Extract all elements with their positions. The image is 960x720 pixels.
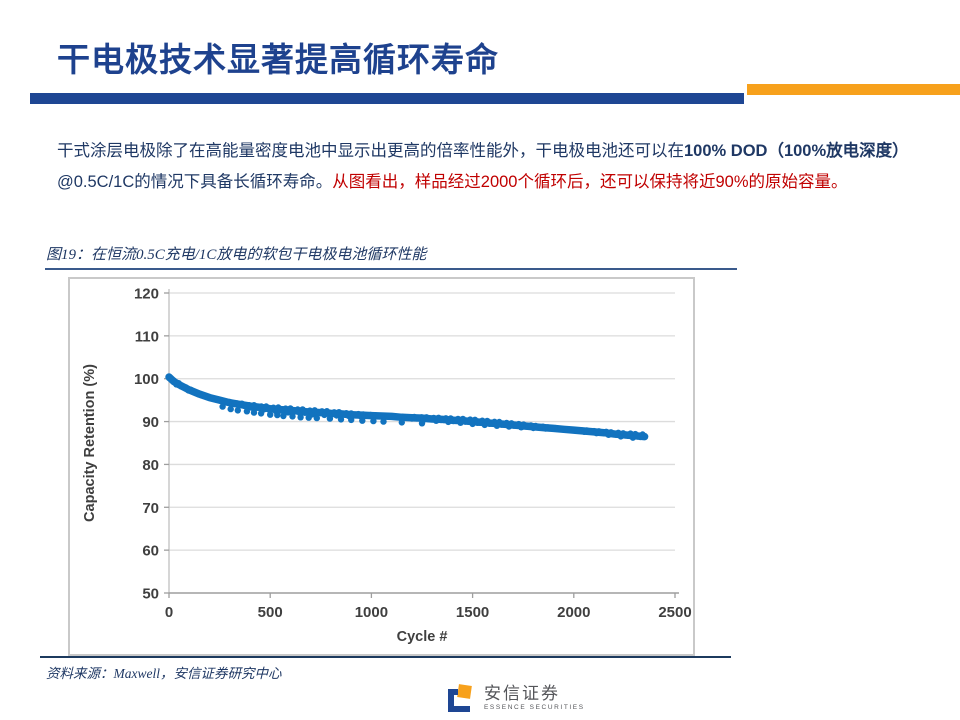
svg-text:2500: 2500 [658, 604, 691, 621]
svg-text:Cycle #: Cycle # [397, 629, 448, 645]
logo-blue-bottom [448, 706, 470, 712]
svg-text:90: 90 [142, 414, 159, 431]
page-title: 干电极技术显著提高循环寿命 [57, 41, 499, 78]
svg-text:500: 500 [258, 604, 283, 621]
svg-text:70: 70 [142, 500, 159, 517]
svg-text:0: 0 [165, 604, 173, 621]
body-text-highlight: 从图看出，样品经过2000个循环后，还可以保持将近90%的原始容量。 [332, 173, 848, 191]
title-underline-bar-blue [30, 93, 744, 104]
body-line-1: 干式涂层电极除了在高能量密度电池中显示出更高的倍率性能外，干电极电池还可以在10… [57, 136, 927, 167]
svg-text:100: 100 [134, 371, 159, 388]
cycle-chart-svg: 50 60 70 80 90 100 110 120 0 500 1000 1500 2000 2500 C… [82, 286, 692, 646]
body-paragraph: 干式涂层电极除了在高能量密度电池中显示出更高的倍率性能外，干电极电池还可以在10… [57, 136, 927, 198]
company-logo: 安信证券 ESSENCE SECURITIES [448, 684, 585, 712]
svg-text:Capacity Retention (%): Capacity Retention (%) [82, 364, 98, 522]
logo-orange-square [457, 684, 472, 699]
svg-text:2000: 2000 [557, 604, 590, 621]
svg-text:1500: 1500 [456, 604, 489, 621]
svg-text:110: 110 [135, 328, 159, 345]
essence-securities-logo-icon [448, 684, 475, 712]
logo-blue-left [448, 689, 454, 712]
footer-divider-line [40, 656, 731, 658]
body-line-2: @0.5C/1C的情况下具备长循环寿命。从图看出，样品经过2000个循环后，还可… [57, 167, 927, 198]
title-underline-bar-orange [747, 84, 960, 95]
figure-caption: 图19：在恒流0.5C充电/1C放电的软包干电极电池循环性能 [46, 247, 427, 263]
logo-name-cn: 安信证券 [484, 684, 560, 704]
caption-divider-line [45, 268, 737, 270]
svg-text:60: 60 [142, 543, 159, 560]
svg-text:120: 120 [134, 286, 159, 303]
svg-text:1000: 1000 [355, 604, 388, 621]
logo-name-en: ESSENCE SECURITIES [484, 704, 585, 712]
svg-text:50: 50 [142, 586, 159, 603]
body-text-normal-2: @0.5C/1C的情况下具备长循环寿命。 [57, 173, 333, 191]
body-text-bold: 100% DOD（100%放电深度） [684, 142, 909, 160]
body-text-normal: 干式涂层电极除了在高能量密度电池中显示出更高的倍率性能外，干电极电池还可以在 [57, 142, 684, 160]
svg-text:80: 80 [142, 457, 159, 474]
logo-text-block: 安信证券 ESSENCE SECURITIES [484, 684, 585, 711]
figure-chart-container: 50 60 70 80 90 100 110 120 0 500 1000 1500 2000 2500 C… [68, 277, 695, 656]
source-note: 资料来源：Maxwell，安信证券研究中心 [46, 666, 282, 681]
